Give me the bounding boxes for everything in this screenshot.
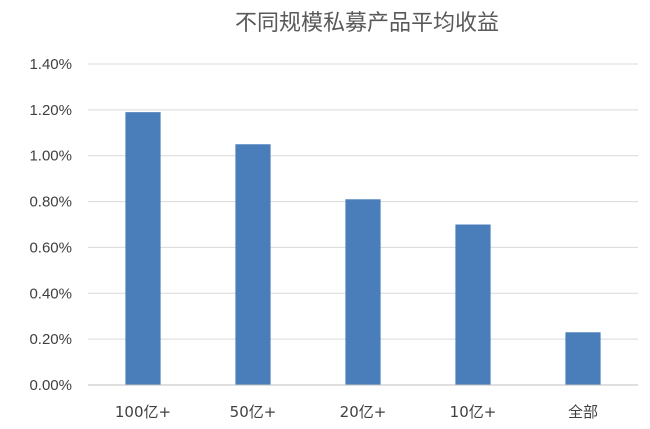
bar	[125, 112, 161, 386]
x-category-label: 10亿+	[450, 403, 497, 421]
x-category-label: 50亿+	[230, 403, 277, 421]
bar	[345, 199, 381, 385]
bar	[565, 332, 601, 385]
y-tick-label: 1.40%	[29, 56, 72, 73]
y-tick-label: 0.40%	[29, 285, 72, 302]
y-tick-label: 0.00%	[29, 377, 72, 394]
bars	[125, 112, 601, 386]
x-category-label: 全部	[568, 403, 598, 421]
chart-title: 不同规模私募产品平均收益	[235, 11, 499, 36]
bar	[235, 144, 271, 385]
y-tick-label: 1.00%	[29, 148, 72, 165]
bar	[455, 224, 491, 385]
x-category-label: 20亿+	[340, 403, 387, 421]
y-tick-label: 1.20%	[29, 102, 72, 119]
x-axis-category-labels: 100亿+ 50亿+ 20亿+ 10亿+ 全部	[115, 403, 598, 421]
y-tick-label: 0.20%	[29, 331, 72, 348]
x-category-label: 100亿+	[115, 403, 171, 421]
y-axis-tick-labels: 0.00% 0.20% 0.40% 0.60% 0.80% 1.00% 1.20% 1.40%	[29, 56, 72, 394]
y-tick-label: 0.60%	[29, 239, 72, 256]
y-tick-label: 0.80%	[29, 194, 72, 211]
